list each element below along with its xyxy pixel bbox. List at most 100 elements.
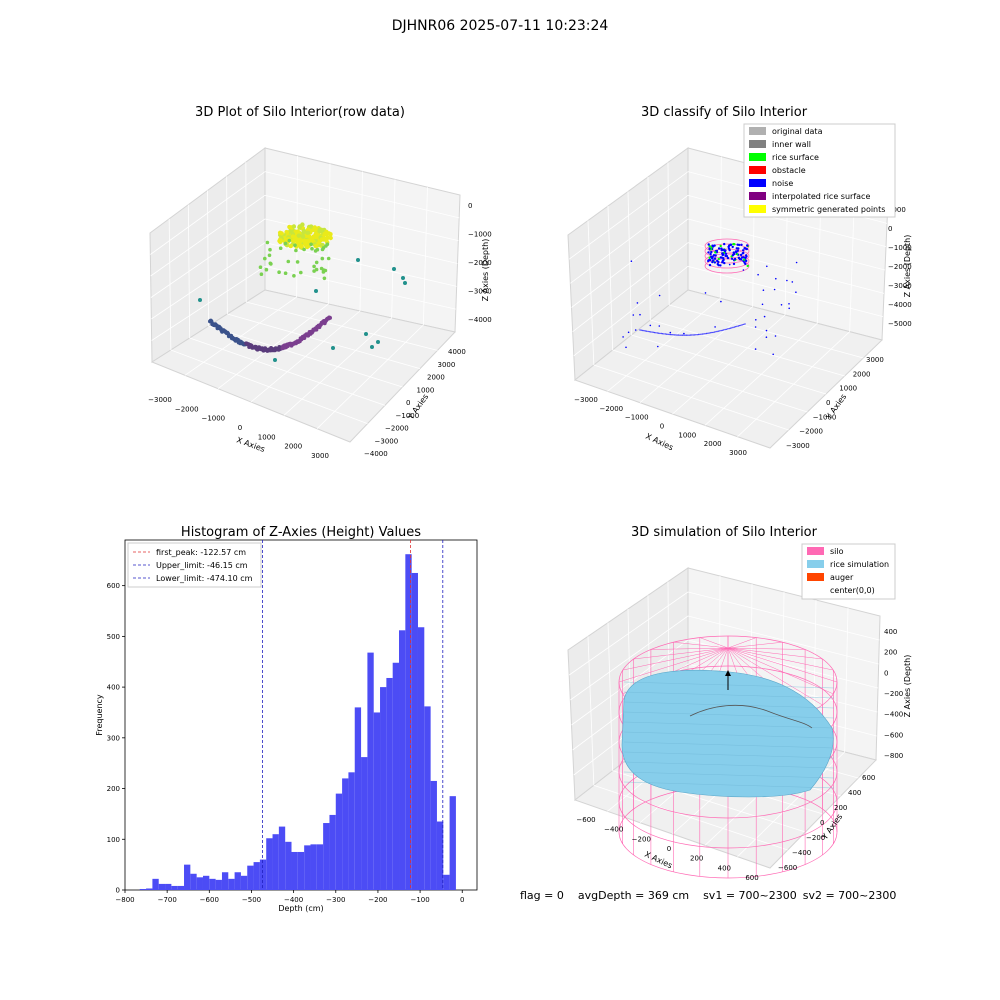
raw-point <box>326 256 331 261</box>
raw-y-tick-label: 1000 <box>417 386 435 394</box>
raw-point <box>319 266 324 271</box>
classified-point <box>724 252 728 255</box>
classified-point <box>719 330 721 332</box>
noise-point <box>657 345 659 348</box>
sim-z-tick-label: −200 <box>884 690 903 698</box>
histogram-legend <box>127 542 262 588</box>
classified-point <box>735 247 738 250</box>
classified-point <box>681 334 684 336</box>
classified-point <box>664 333 666 335</box>
histogram-bar <box>335 793 343 890</box>
noise-point <box>634 329 637 331</box>
histogram-bar <box>297 851 305 890</box>
classified-point <box>693 334 696 336</box>
rice-surface <box>621 669 834 798</box>
raw-y-tick-label: −4000 <box>364 450 388 458</box>
classified-point <box>657 332 660 334</box>
classified-point <box>655 332 657 334</box>
raw-point <box>328 235 333 241</box>
noise-point <box>780 304 783 306</box>
raw-point <box>313 249 318 253</box>
classified-point <box>723 261 726 265</box>
classified-point <box>644 330 646 332</box>
histogram-bar <box>146 888 153 890</box>
raw-point <box>401 276 405 280</box>
raw-y-tick-label: 3000 <box>438 361 456 369</box>
cls-z-tick-label: −4000 <box>888 301 912 309</box>
auger-marker <box>725 670 731 690</box>
classified-point <box>696 334 698 336</box>
noise-point <box>630 260 633 263</box>
cls-x-tick-label: 1000 <box>678 431 696 439</box>
classified-point <box>661 333 664 335</box>
raw-point <box>310 246 314 251</box>
classified-point <box>713 331 716 333</box>
classified-point <box>733 257 737 261</box>
histogram-bar <box>152 878 159 890</box>
classified-point <box>699 333 701 336</box>
classified-point <box>720 329 722 332</box>
noise-point <box>763 315 766 318</box>
classified-point <box>736 325 738 327</box>
raw-point <box>269 262 273 266</box>
histogram-bar <box>228 878 235 890</box>
classified-point <box>668 333 670 336</box>
legend-label: symmetric generated points <box>772 205 885 214</box>
raw-point <box>312 225 317 230</box>
mesh-line <box>623 761 835 769</box>
histogram-bar <box>342 778 349 890</box>
classified-point <box>709 252 712 256</box>
histogram-bar <box>380 687 387 890</box>
classified-point <box>735 251 738 254</box>
classified-point <box>707 259 710 263</box>
noise-point <box>765 336 768 339</box>
histogram-bar <box>361 757 368 890</box>
classified-point <box>717 247 721 250</box>
raw-point <box>312 269 316 273</box>
y-tick-label: 400 <box>107 684 120 692</box>
panel-raw-3d: 3D Plot of Silo Interior(row data) −3000… <box>148 105 492 460</box>
histogram-bar <box>443 874 450 890</box>
noise-point <box>766 265 768 268</box>
raw-point <box>291 224 297 229</box>
cls-y-tick-label: −2000 <box>799 428 823 436</box>
cls-x-tick-label: 3000 <box>729 449 747 457</box>
raw-x-tick-label: −1000 <box>201 415 225 423</box>
classified-point <box>679 334 681 336</box>
histogram-bar <box>221 872 229 890</box>
classified-point <box>643 330 645 332</box>
silo-roof-line <box>622 647 729 671</box>
histogram-bar <box>367 652 374 890</box>
histogram-bar <box>259 859 267 890</box>
gridline <box>422 187 428 326</box>
raw-point <box>309 224 314 229</box>
classified-point <box>691 334 693 336</box>
noise-point <box>627 331 630 334</box>
classified-point <box>725 328 728 330</box>
noise-point <box>649 324 652 327</box>
raw-point <box>299 270 303 275</box>
classified-point <box>676 334 678 336</box>
status-sv1: sv1 = 700~2300 <box>703 889 797 902</box>
classified-point <box>717 264 720 267</box>
legend-label: rice surface <box>772 153 819 162</box>
silo-roof-line <box>673 641 729 649</box>
noise-point <box>786 279 788 282</box>
raw-point <box>313 234 319 240</box>
classified-point <box>726 256 730 260</box>
classified-point <box>708 263 712 267</box>
classified-point <box>732 251 735 254</box>
sim-z-tick-label: −800 <box>884 752 903 760</box>
histogram-title: Histogram of Z-Axies (Height) Values <box>181 525 421 540</box>
histogram-bar <box>436 821 444 890</box>
y-tick-label: 500 <box>107 633 120 641</box>
noise-point <box>658 325 661 327</box>
raw-point <box>198 298 202 302</box>
panel-histogram: Histogram of Z-Axies (Height) Values −80… <box>95 525 478 913</box>
auger-head <box>725 670 731 676</box>
raw-y-tick-label: −1000 <box>396 412 420 420</box>
silo-roof-line <box>727 637 757 649</box>
raw-point <box>303 241 308 246</box>
